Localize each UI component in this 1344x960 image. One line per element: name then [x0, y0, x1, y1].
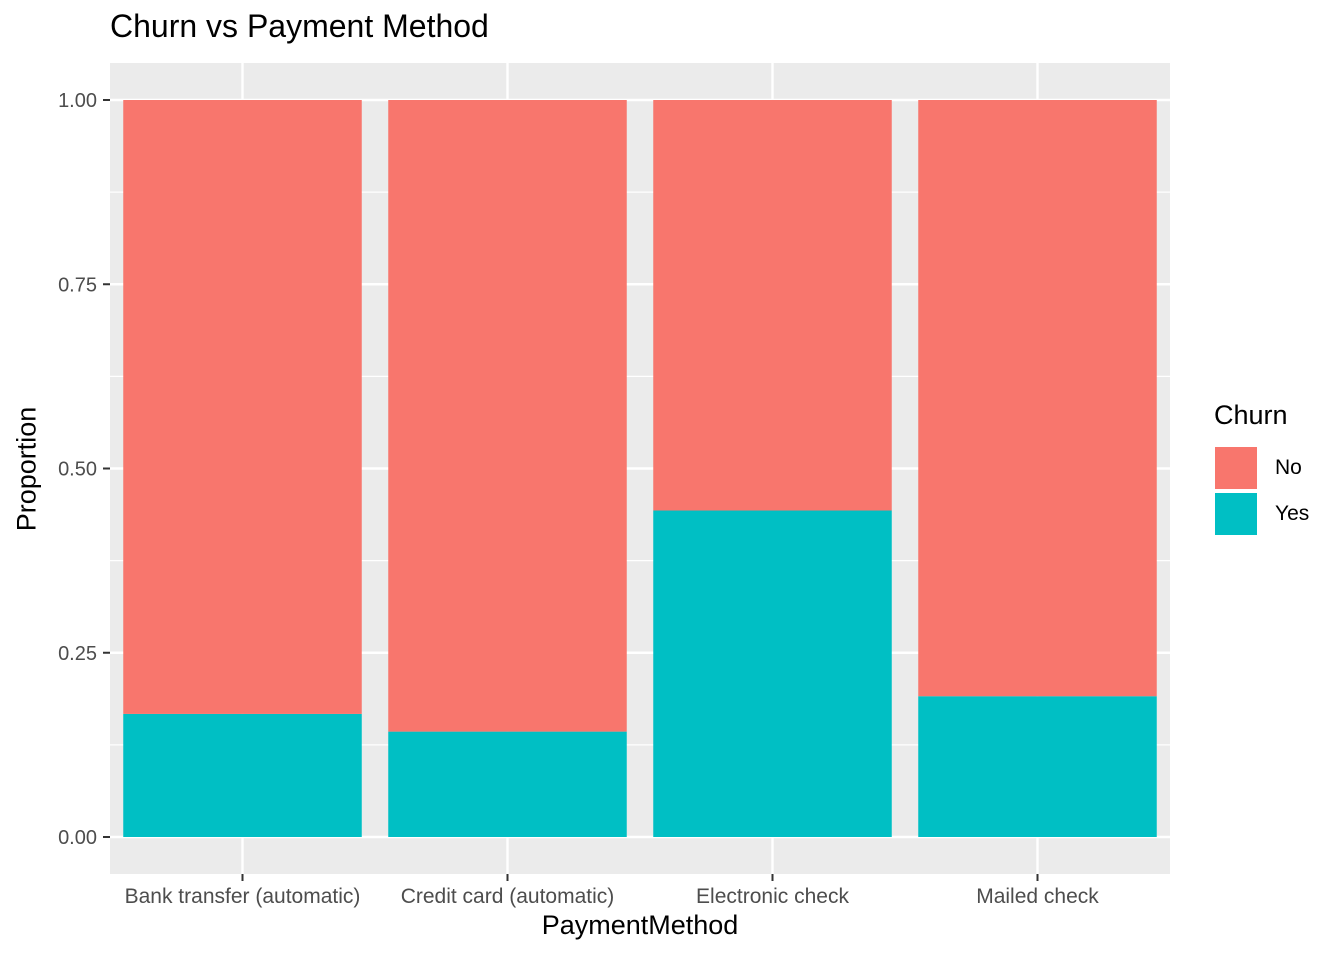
- y-tick-label: 0.50: [58, 459, 97, 481]
- legend-key-no: [1214, 446, 1258, 490]
- legend-item-yes: Yes: [1214, 491, 1309, 537]
- legend-key-yes: [1214, 492, 1258, 536]
- bar-no-1: [123, 100, 362, 714]
- x-tick-label: Bank transfer (automatic): [125, 885, 361, 908]
- y-tick-label: 0.25: [58, 643, 97, 665]
- x-axis-label: PaymentMethod: [541, 910, 739, 940]
- legend-label-no: No: [1275, 456, 1302, 479]
- x-tick-label: Credit card (automatic): [401, 885, 615, 908]
- legend-title: Churn: [1214, 400, 1288, 430]
- bars: [123, 100, 1157, 837]
- bar-no-2: [388, 100, 627, 732]
- legend-item-no: No: [1214, 445, 1309, 491]
- y-tick-label: 1.00: [58, 90, 97, 112]
- bar-yes-2: [388, 731, 627, 837]
- legend: Churn No Yes: [1214, 400, 1309, 537]
- y-tick-label: 0.00: [58, 827, 97, 849]
- bar-no-4: [918, 100, 1157, 697]
- bar-yes-1: [123, 713, 362, 837]
- axes: 0.00 0.25 0.50 0.75 1.00 Bank transfer (autom…: [58, 90, 1099, 908]
- legend-label-yes: Yes: [1275, 502, 1310, 525]
- chart-title: Churn vs Payment Method: [110, 8, 489, 44]
- y-axis-label: Proportion: [11, 406, 42, 532]
- x-tick-label: Mailed check: [976, 885, 1099, 908]
- bar-yes-3: [653, 510, 892, 837]
- bar-yes-4: [918, 696, 1157, 837]
- x-tick-label: Electronic check: [696, 885, 849, 908]
- y-tick-label: 0.75: [58, 274, 97, 296]
- bar-no-3: [653, 100, 892, 511]
